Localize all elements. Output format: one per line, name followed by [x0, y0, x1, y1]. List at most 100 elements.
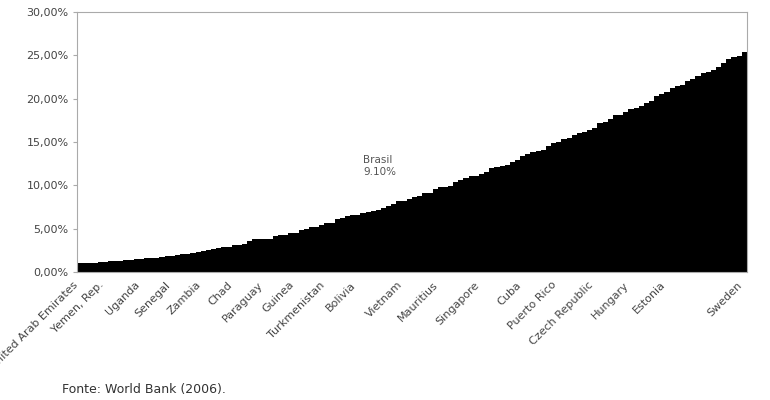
Bar [278, 235, 283, 272]
Bar [216, 248, 221, 272]
Bar [165, 256, 169, 272]
Bar [119, 260, 123, 272]
Bar [443, 187, 448, 272]
Bar [232, 245, 236, 272]
Bar [536, 151, 541, 272]
Bar [695, 76, 701, 272]
Bar [186, 254, 190, 272]
Bar [603, 122, 608, 272]
Bar [387, 206, 391, 272]
Bar [675, 86, 680, 272]
Bar [670, 88, 675, 272]
Bar [638, 106, 644, 272]
Bar [350, 215, 355, 272]
Bar [737, 56, 742, 272]
Bar [283, 235, 288, 272]
Bar [701, 73, 705, 272]
Bar [113, 261, 119, 272]
Bar [139, 259, 144, 272]
Bar [376, 210, 381, 272]
Bar [705, 72, 711, 272]
Bar [407, 200, 412, 272]
Bar [102, 262, 108, 272]
Bar [711, 70, 716, 272]
Bar [515, 160, 521, 272]
Bar [273, 236, 278, 272]
Bar [92, 263, 98, 272]
Bar [324, 223, 330, 272]
Bar [521, 156, 525, 272]
Bar [180, 254, 186, 272]
Bar [742, 52, 747, 272]
Bar [293, 233, 299, 272]
Bar [134, 259, 139, 272]
Bar [159, 257, 165, 272]
Bar [175, 255, 180, 272]
Bar [685, 80, 690, 272]
Bar [221, 248, 226, 272]
Bar [345, 216, 350, 272]
Bar [340, 218, 345, 272]
Bar [588, 130, 592, 272]
Bar [680, 85, 685, 272]
Bar [397, 201, 402, 272]
Bar [464, 178, 469, 272]
Bar [257, 239, 263, 272]
Bar [226, 247, 232, 272]
Bar [433, 188, 437, 272]
Bar [598, 123, 603, 272]
Bar [402, 201, 407, 272]
Bar [489, 168, 494, 272]
Text: Brasil
9.10%: Brasil 9.10% [363, 155, 396, 176]
Bar [236, 245, 242, 272]
Bar [732, 56, 737, 272]
Bar [242, 244, 247, 272]
Text: Fonte: World Bank (2006).: Fonte: World Bank (2006). [62, 383, 226, 396]
Bar [247, 241, 253, 272]
Bar [427, 193, 433, 272]
Bar [154, 258, 159, 272]
Bar [360, 213, 366, 272]
Bar [634, 108, 638, 272]
Bar [169, 256, 175, 272]
Bar [582, 132, 588, 272]
Bar [690, 79, 695, 272]
Bar [303, 229, 309, 272]
Bar [422, 193, 427, 272]
Bar [391, 204, 397, 272]
Bar [320, 225, 324, 272]
Bar [370, 211, 376, 272]
Bar [253, 240, 257, 272]
Bar [531, 152, 536, 272]
Bar [525, 154, 531, 272]
Bar [458, 180, 464, 272]
Bar [716, 67, 721, 272]
Bar [561, 139, 567, 272]
Bar [355, 214, 360, 272]
Bar [510, 162, 515, 272]
Bar [541, 150, 546, 272]
Bar [649, 101, 654, 272]
Bar [77, 263, 82, 272]
Bar [608, 119, 613, 272]
Bar [567, 138, 571, 272]
Bar [551, 143, 556, 272]
Bar [335, 219, 340, 272]
Bar [268, 239, 273, 272]
Bar [288, 233, 293, 272]
Bar [412, 197, 417, 272]
Bar [299, 230, 303, 272]
Bar [366, 212, 370, 272]
Bar [500, 166, 504, 272]
Bar [190, 253, 196, 272]
Bar [123, 260, 129, 272]
Bar [82, 263, 87, 272]
Bar [504, 164, 510, 272]
Bar [556, 142, 561, 272]
Bar [144, 258, 149, 272]
Bar [726, 59, 732, 272]
Bar [417, 196, 422, 272]
Bar [571, 135, 577, 272]
Bar [129, 260, 134, 272]
Bar [469, 176, 474, 272]
